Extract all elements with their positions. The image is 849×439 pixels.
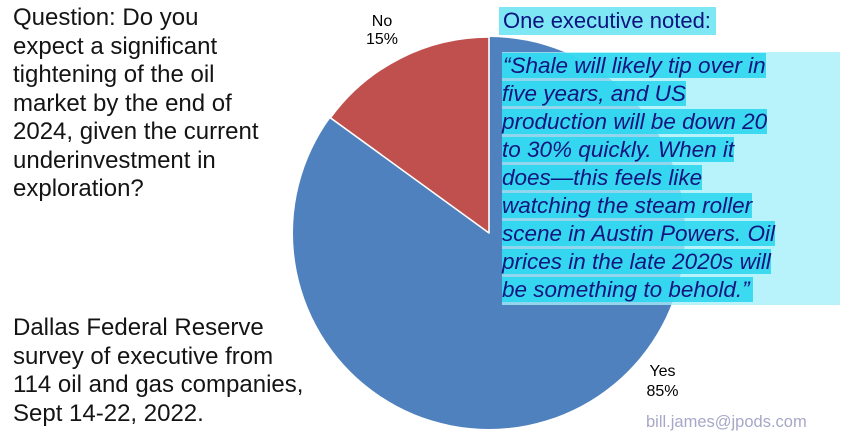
pie-label-no: No 15%	[365, 13, 399, 48]
executive-note-header-text: One executive noted:	[499, 7, 716, 35]
contact-email: bill.james@jpods.com	[646, 413, 807, 431]
executive-quote-text: “Shale will likely tip over in five year…	[502, 53, 776, 302]
source-note: Dallas Federal Reserve survey of executi…	[13, 314, 304, 427]
question-text: Question: Do you expect a significant ti…	[13, 4, 259, 202]
executive-note-header: One executive noted:	[499, 6, 716, 35]
pie-label-yes: Yes 85%	[646, 363, 679, 400]
executive-quote-panel: “Shale will likely tip over in five year…	[502, 52, 840, 305]
pie-slice-no	[329, 36, 490, 234]
